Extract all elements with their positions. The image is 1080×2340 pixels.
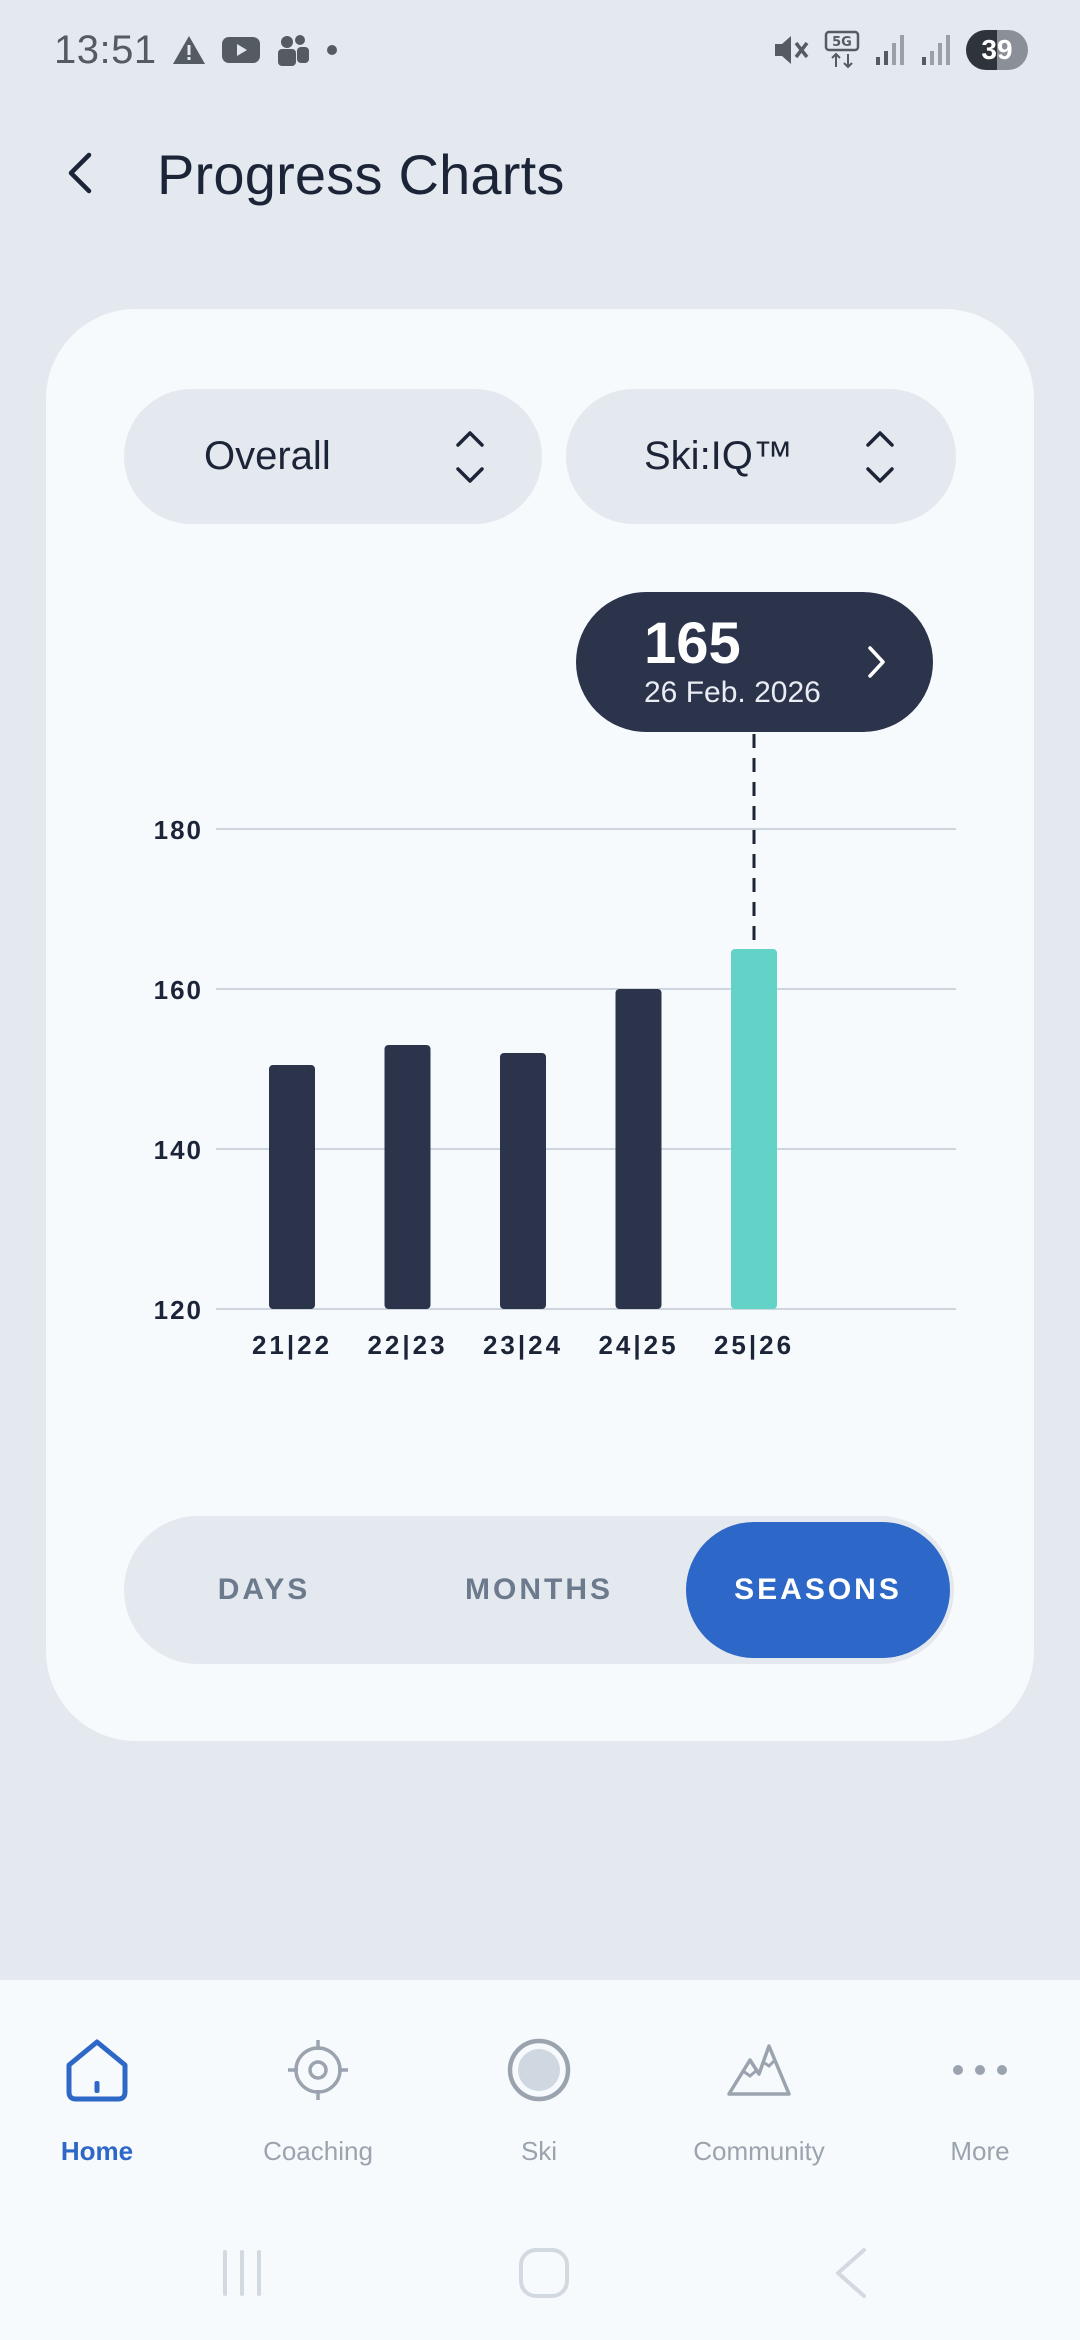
- nav-more[interactable]: More: [880, 2030, 1080, 2180]
- signal-icon: [920, 33, 952, 67]
- nav-community[interactable]: Community: [659, 2030, 859, 2180]
- progress-card: Overall Ski:IQ™ 120 140 160 180 21|22 22|23 23…: [46, 309, 1034, 1741]
- chevron-up-down-icon: [860, 427, 900, 487]
- metric-selector[interactable]: Ski:IQ™: [566, 389, 956, 524]
- chart-bar[interactable]: [384, 1045, 431, 1309]
- nav-ski[interactable]: Ski: [439, 2030, 639, 2180]
- chevron-right-icon: [865, 642, 889, 682]
- y-tick-label: 180: [154, 815, 203, 845]
- battery-indicator: 39: [966, 30, 1028, 70]
- category-selector-label: Overall: [204, 434, 331, 478]
- recent-apps-icon: [217, 2248, 267, 2303]
- back-button[interactable]: [50, 140, 110, 210]
- chart-bar[interactable]: [615, 989, 662, 1309]
- nav-community-label: Community: [693, 2136, 825, 2166]
- home-icon: [57, 2030, 137, 2110]
- 5g-icon: 5G: [824, 30, 860, 70]
- tab-days[interactable]: DAYS: [217, 1573, 311, 1606]
- nav-more-label: More: [950, 2136, 1010, 2166]
- nav-ski-label: Ski: [520, 2136, 558, 2166]
- tooltip-date: 26 Feb. 2026: [644, 676, 821, 709]
- target-icon: [278, 2030, 358, 2110]
- progress-bar-chart: 120 140 160 180 21|22 22|23 23|24 24|25 25|26: [154, 734, 956, 1360]
- tab-months[interactable]: MONTHS: [465, 1573, 613, 1606]
- tooltip-value: 165: [644, 611, 741, 676]
- signal-icon: [874, 33, 906, 67]
- dot-icon: [325, 43, 339, 57]
- x-tick-label: 23|24: [483, 1330, 563, 1360]
- nav-home[interactable]: Home: [0, 2030, 197, 2180]
- tab-seasons[interactable]: SEASONS: [686, 1522, 950, 1658]
- back-system-button[interactable]: [820, 2240, 880, 2310]
- header: Progress Charts: [0, 120, 1080, 230]
- bottom-navigation: Home Coaching Ski Community More: [0, 1980, 1080, 2340]
- back-triangle-icon: [830, 2246, 870, 2305]
- mountains-icon: [719, 2030, 799, 2110]
- square-icon: [517, 2246, 571, 2305]
- chart-bar[interactable]: [269, 1065, 315, 1309]
- nav-coaching-label: Coaching: [263, 2136, 373, 2166]
- metric-selector-label: Ski:IQ™: [644, 434, 793, 478]
- mute-icon: [772, 32, 810, 68]
- x-tick-label: 24|25: [598, 1330, 678, 1360]
- x-tick-label: 22|23: [367, 1330, 447, 1360]
- range-tabs: DAYS MONTHS SEASONS: [124, 1516, 954, 1664]
- warning-icon: [171, 34, 207, 66]
- chart-bar[interactable]: [500, 1053, 546, 1309]
- x-tick-label: 25|26: [714, 1330, 794, 1360]
- page-title: Progress Charts: [157, 143, 565, 206]
- y-tick-label: 160: [154, 975, 203, 1005]
- x-tick-label: 21|22: [252, 1330, 332, 1360]
- nav-coaching[interactable]: Coaching: [218, 2030, 418, 2180]
- chevron-left-icon: [67, 151, 93, 200]
- status-time: 13:51: [54, 27, 157, 72]
- teams-icon: [275, 33, 311, 67]
- youtube-icon: [221, 35, 261, 65]
- chart-bar[interactable]: [731, 949, 777, 1309]
- chevron-up-down-icon: [450, 427, 490, 487]
- record-icon: [499, 2030, 579, 2110]
- value-tooltip[interactable]: 165 26 Feb. 2026: [576, 592, 933, 732]
- more-icon: [940, 2030, 1020, 2110]
- y-tick-label: 140: [154, 1135, 203, 1165]
- svg-text:5G: 5G: [832, 35, 852, 50]
- y-tick-label: 120: [154, 1295, 203, 1325]
- home-system-button[interactable]: [512, 2240, 576, 2310]
- status-bar: 13:51 5G 39: [0, 0, 1080, 100]
- recent-apps-button[interactable]: [212, 2240, 272, 2310]
- category-selector[interactable]: Overall: [124, 389, 542, 524]
- nav-home-label: Home: [60, 2136, 134, 2166]
